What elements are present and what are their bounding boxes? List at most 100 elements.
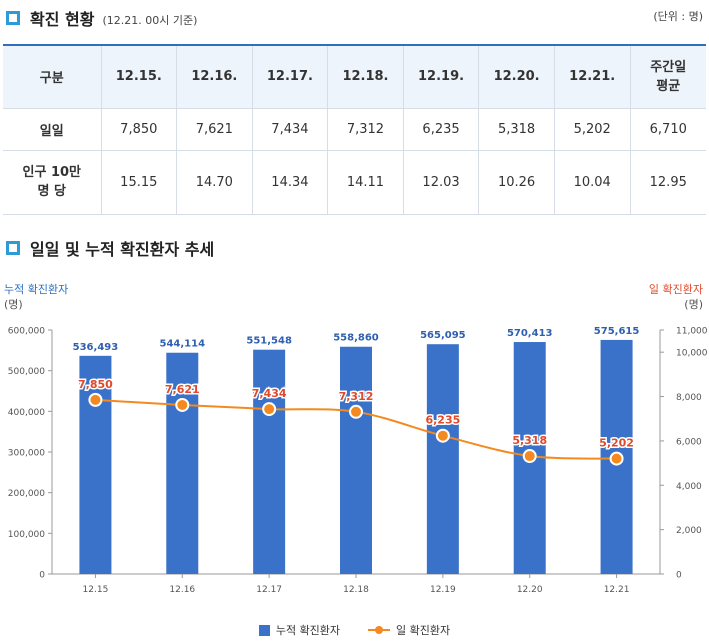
right-tick-label: 6,000 bbox=[676, 437, 702, 447]
x-tick-label: 12.16 bbox=[169, 585, 195, 595]
x-tick-label: 12.15 bbox=[83, 585, 109, 595]
line-point bbox=[522, 449, 537, 464]
right-tick-label: 2,000 bbox=[676, 526, 702, 536]
table-header-cell: 12.18. bbox=[327, 44, 404, 109]
table-row-header: 일일 bbox=[3, 107, 102, 151]
bar-data-label: 536,493 bbox=[73, 342, 119, 353]
bar-data-label: 551,548 bbox=[246, 336, 292, 347]
left-tick-label: 400,000 bbox=[8, 408, 45, 418]
table-header-cell: 12.20. bbox=[478, 44, 555, 109]
legend-line-label: 일 확진환자 bbox=[396, 624, 451, 637]
table-cell: 5,202 bbox=[553, 107, 631, 151]
table-cell: 7,621 bbox=[176, 107, 253, 151]
left-tick-label: 200,000 bbox=[8, 489, 45, 499]
table-cell: 5,318 bbox=[478, 107, 555, 151]
section-subtitle-status: (12.21. 00시 기준) bbox=[102, 13, 198, 27]
right-axis-label: 일 확진환자 bbox=[648, 283, 703, 296]
left-tick-label: 600,000 bbox=[8, 327, 45, 337]
x-tick-label: 12.17 bbox=[256, 585, 282, 595]
table-cell: 14.34 bbox=[251, 149, 329, 215]
bar-data-label: 544,114 bbox=[160, 339, 206, 350]
table-cell: 12.95 bbox=[629, 149, 706, 215]
bar bbox=[166, 352, 199, 574]
table-cell: 14.11 bbox=[327, 149, 404, 215]
bar bbox=[253, 349, 286, 574]
table-cell: 6,710 bbox=[629, 107, 706, 151]
left-axis-unit: (명) bbox=[4, 298, 23, 311]
table-header-cell: 12.17. bbox=[251, 44, 329, 109]
table-cell: 10.26 bbox=[478, 149, 555, 215]
x-tick-label: 12.20 bbox=[517, 585, 543, 595]
line-point bbox=[175, 397, 190, 412]
bar-data-label: 575,615 bbox=[594, 326, 640, 337]
left-axis-title: 누적 확진환자 (명) bbox=[4, 282, 68, 312]
line-data-label: 7,850 bbox=[78, 378, 113, 391]
table-cell: 14.70 bbox=[176, 149, 253, 215]
table-unit-label: (단위 : 명) bbox=[653, 10, 703, 23]
chart-legend: 누적 확진환자 일 확진환자 bbox=[0, 622, 709, 638]
right-tick-label: 11,000 bbox=[676, 327, 708, 337]
line-data-label: 7,434 bbox=[252, 387, 287, 400]
section-header-status: 확진 현황 (12.21. 00시 기준) bbox=[6, 6, 197, 30]
bar-data-label: 570,413 bbox=[507, 328, 553, 339]
trend-chart: 0 100,000 200,000 300,000 400,000 500,000 600,… bbox=[8, 326, 708, 595]
legend-line-swatch bbox=[368, 626, 391, 634]
line-point bbox=[349, 404, 363, 419]
right-axis-title: 일 확진환자 (명) bbox=[649, 282, 703, 312]
table-cell: 6,235 bbox=[402, 107, 480, 151]
left-tick-label: 500,000 bbox=[8, 367, 45, 377]
table-header-cell: 주간일 평균 bbox=[629, 44, 706, 109]
table-cell: 10.04 bbox=[553, 149, 631, 215]
table-cell: 7,850 bbox=[100, 107, 178, 151]
right-tick-label: 10,000 bbox=[676, 349, 708, 359]
table-header-cell: 12.15. bbox=[100, 44, 178, 109]
table-row: 인구 10만 명 당 15.15 14.70 14.34 14.11 12.03… bbox=[3, 149, 706, 215]
left-tick-label: 100,000 bbox=[8, 530, 45, 540]
line-point bbox=[88, 392, 103, 407]
table-cell: 7,434 bbox=[251, 107, 329, 151]
section-square-icon bbox=[6, 11, 20, 25]
x-tick-label: 12.18 bbox=[343, 585, 369, 595]
table-cell: 12.03 bbox=[402, 149, 480, 215]
line-data-label: 7,621 bbox=[165, 383, 200, 396]
line-data-label: 7,312 bbox=[339, 390, 374, 403]
table-row-header: 인구 10만 명 당 bbox=[3, 149, 102, 215]
right-tick-label: 4,000 bbox=[676, 482, 702, 492]
table-row: 일일 7,850 7,621 7,434 7,312 6,235 5,318 5… bbox=[3, 107, 706, 151]
line-data-label: 6,235 bbox=[425, 414, 460, 427]
line-point bbox=[609, 451, 624, 466]
legend-item-line: 일 확진환자 bbox=[368, 622, 450, 638]
x-tick-label: 12.19 bbox=[430, 585, 456, 595]
table-header-row: 구분 12.15. 12.16. 12.17. 12.18. 12.19. 12… bbox=[3, 44, 706, 109]
section-header-trend: 일일 및 누적 확진환자 추세 bbox=[6, 236, 214, 260]
table-header-cell: 구분 bbox=[3, 44, 102, 109]
legend-bar-swatch bbox=[258, 624, 270, 636]
legend-bar-label: 누적 확진환자 bbox=[275, 624, 341, 637]
line-point bbox=[262, 402, 277, 417]
line-data-label: 5,202 bbox=[599, 437, 634, 450]
left-tick-label: 300,000 bbox=[8, 449, 45, 459]
line-point bbox=[435, 428, 450, 443]
section-title-status: 확진 현황 bbox=[30, 10, 95, 29]
line-data-label: 5,318 bbox=[512, 434, 547, 447]
bar-data-label: 558,860 bbox=[333, 333, 379, 344]
bar bbox=[340, 346, 372, 574]
bar bbox=[426, 344, 459, 574]
left-axis-label: 누적 확진환자 bbox=[4, 283, 69, 296]
table-cell: 7,312 bbox=[327, 107, 404, 151]
left-tick-label: 0 bbox=[39, 571, 45, 581]
right-axis-unit: (명) bbox=[684, 298, 703, 311]
section-title-trend: 일일 및 누적 확진환자 추세 bbox=[30, 240, 215, 259]
legend-item-bar: 누적 확진환자 bbox=[258, 622, 341, 638]
section-square-icon bbox=[6, 241, 20, 255]
right-tick-label: 8,000 bbox=[676, 393, 702, 403]
status-table: 구분 12.15. 12.16. 12.17. 12.18. 12.19. 12… bbox=[3, 44, 706, 215]
table-header-cell: 12.21. bbox=[553, 44, 631, 109]
right-tick-label: 0 bbox=[676, 571, 682, 581]
bar bbox=[79, 355, 112, 574]
table-header-cell: 12.16. bbox=[176, 44, 253, 109]
bar-data-label: 565,095 bbox=[420, 330, 466, 341]
table-cell: 15.15 bbox=[100, 149, 178, 215]
x-tick-label: 12.21 bbox=[604, 585, 630, 595]
table-header-cell: 12.19. bbox=[402, 44, 480, 109]
